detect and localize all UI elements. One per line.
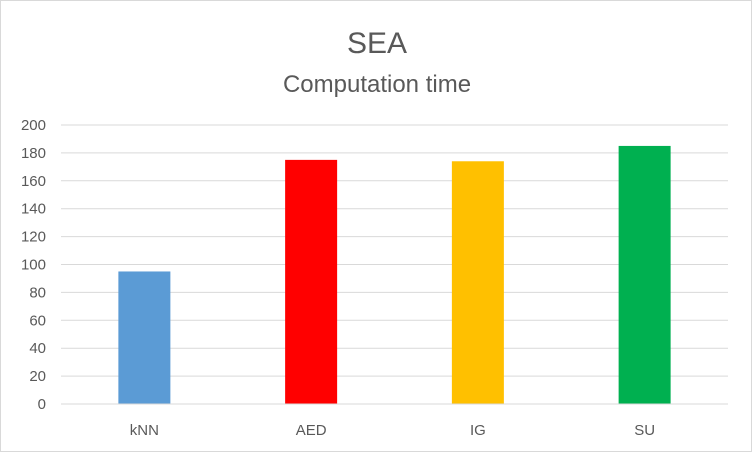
y-tick-label: 120 xyxy=(21,229,46,246)
x-axis-category-labels: kNN AED IG SU xyxy=(130,422,655,439)
x-category-label: kNN xyxy=(130,422,159,439)
bar-knn xyxy=(118,271,171,404)
bars xyxy=(118,145,671,405)
y-tick-label: 140 xyxy=(21,201,46,218)
y-tick-label: 80 xyxy=(29,284,46,301)
x-category-label: IG xyxy=(470,422,486,439)
bar-su xyxy=(618,145,671,405)
y-tick-label: 20 xyxy=(29,368,46,385)
y-tick-label: 60 xyxy=(29,312,46,329)
chart-subtitle: Computation time xyxy=(283,71,471,98)
x-category-label: SU xyxy=(634,422,655,439)
gridlines xyxy=(61,124,728,377)
bar-aed xyxy=(285,159,338,404)
y-tick-label: 180 xyxy=(21,145,46,162)
y-tick-label: 0 xyxy=(38,396,46,413)
y-axis-tick-labels: 0 20 40 60 80 100 120 140 160 180 200 xyxy=(21,117,46,413)
bar-ig xyxy=(451,161,504,404)
y-tick-label: 160 xyxy=(21,173,46,190)
y-tick-label: 100 xyxy=(21,257,46,274)
chart-title: SEA xyxy=(347,27,407,60)
y-tick-label: 200 xyxy=(21,117,46,134)
x-category-label: AED xyxy=(296,422,327,439)
y-tick-label: 40 xyxy=(29,340,46,357)
